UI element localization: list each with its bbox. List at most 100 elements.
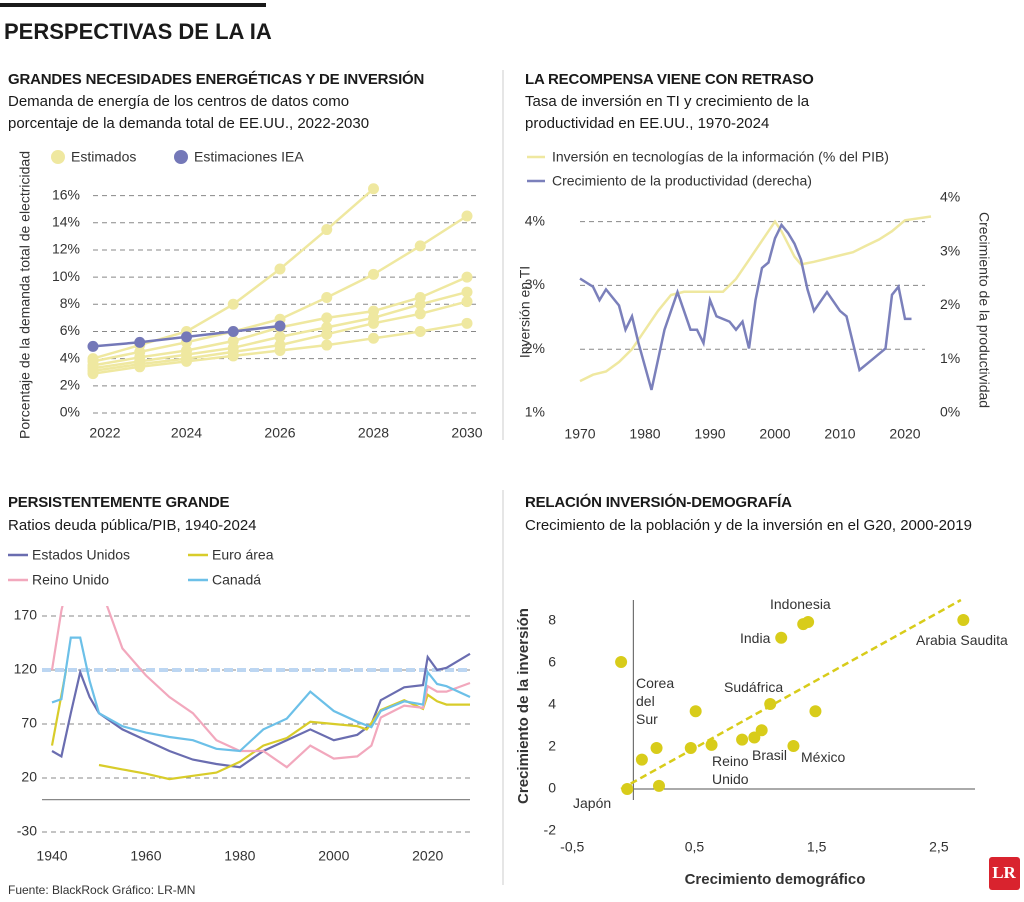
legend-label: Crecimiento de la productividad (derecha… (552, 173, 812, 189)
y2-tick-label: 2% (940, 296, 960, 312)
point-label: Reino Unido (712, 753, 749, 787)
chart-subtitle: Ratios deuda pública/PIB, 1940-2024 (8, 517, 257, 534)
point (650, 742, 663, 755)
point (461, 271, 473, 283)
point (764, 697, 777, 710)
x-tick-label: 1990 (694, 426, 725, 442)
y-tick-label: 0 (548, 780, 556, 796)
y-tick-label: 6% (60, 322, 80, 338)
x-tick-label: 2020 (889, 426, 920, 442)
x-tick-label: 2028 (358, 425, 389, 441)
point (368, 268, 379, 280)
point (635, 753, 648, 766)
legend-label: Estimados (71, 149, 136, 165)
x-tick-label: 2,5 (929, 839, 949, 855)
y-tick-label: 0% (60, 404, 80, 420)
point (787, 739, 800, 752)
x-tick-label: 1980 (629, 426, 660, 442)
legend-label: Estados Unidos (32, 547, 130, 563)
chart-title: PERSISTENTEMENTE GRANDE (8, 494, 230, 511)
y-tick-label: 70 (21, 715, 37, 731)
point-label: Arabia Saudita (916, 632, 1008, 648)
point (736, 733, 749, 746)
y-tick-label: 2% (525, 340, 545, 356)
x-tick-label: 1960 (130, 848, 161, 864)
y-tick-label: 2% (60, 377, 80, 393)
point (809, 705, 822, 718)
point (461, 317, 473, 329)
point (274, 263, 286, 275)
point-label: México (801, 749, 846, 765)
chart-subtitle: Crecimiento de la población y de la inve… (525, 517, 972, 534)
chart-title: LA RECOMPENSA VIENE CON RETRASO (525, 71, 814, 88)
x-tick-label: 1980 (224, 848, 255, 864)
point (461, 296, 473, 308)
y-tick-label: 170 (14, 607, 38, 623)
y-tick-label: 20 (21, 769, 37, 785)
point (621, 783, 634, 795)
y-tick-label: 14% (52, 213, 80, 229)
x-tick-label: 2000 (318, 848, 349, 864)
point (775, 631, 788, 644)
point (227, 298, 239, 310)
point (368, 317, 379, 329)
chart-title: RELACIÓN INVERSIÓN-DEMOGRAFÍA (525, 494, 792, 511)
point (755, 724, 768, 737)
y2-tick-label: 4% (940, 189, 960, 205)
chart-subtitle: Demanda de energía de los centros de dat… (8, 93, 370, 132)
x-tick-label: 2026 (264, 425, 295, 441)
y-tick-label: -2 (544, 822, 557, 838)
point (181, 331, 192, 343)
y-tick-label: 120 (14, 661, 38, 677)
y-tick-label: 1% (525, 404, 545, 420)
y-tick-label: 2 (548, 738, 556, 754)
x-tick-label: 2010 (824, 426, 855, 442)
plot-area (50, 606, 471, 781)
point (414, 298, 426, 310)
point (748, 731, 761, 744)
point (368, 332, 379, 344)
x-tick-label: 2024 (171, 425, 202, 441)
x-axis-label: Crecimiento demográfico (685, 871, 866, 888)
legend-label: Euro área (212, 547, 274, 563)
point-label: India (740, 630, 771, 646)
point (414, 240, 426, 252)
point-label: Indonesia (770, 596, 831, 612)
point-label: Japón (573, 795, 612, 811)
point (274, 320, 286, 332)
point (227, 350, 239, 362)
x-tick-label: 0,5 (685, 839, 705, 855)
x-tick-label: 2022 (89, 425, 120, 441)
y-axis-label: Porcentaje de la demanda total de electr… (17, 151, 33, 439)
point (414, 308, 426, 320)
point (802, 616, 815, 629)
source: Fuente: BlackRock Gráfico: LR-MN (8, 883, 195, 897)
point (689, 705, 702, 718)
page-title: PERSPECTIVAS DE LA IA (4, 19, 272, 44)
header-bar (0, 3, 266, 7)
point (274, 331, 286, 343)
y-axis-label: Inversión en TI (517, 266, 533, 358)
y-tick-label: 16% (52, 186, 80, 202)
y2-tick-label: 3% (940, 242, 960, 258)
y2-tick-label: 0% (940, 404, 960, 420)
x-tick-label: 1940 (36, 848, 67, 864)
y-tick-label: 8 (548, 612, 556, 628)
legend-marker (174, 150, 188, 164)
legend-label: Canadá (212, 572, 261, 588)
point (461, 210, 473, 222)
y-tick-label: 10% (52, 268, 80, 284)
x-tick-label: 2020 (412, 848, 443, 864)
y-tick-label: 4% (525, 212, 545, 228)
y-tick-label: 3% (525, 276, 545, 292)
point (321, 224, 333, 236)
point (321, 312, 333, 324)
x-tick-label: 2000 (759, 426, 790, 442)
point (87, 340, 99, 352)
point (615, 655, 628, 668)
point (227, 325, 239, 337)
point (134, 336, 146, 348)
x-tick-label: 1,5 (807, 839, 827, 855)
y-tick-label: 6 (548, 654, 556, 670)
line (51, 636, 471, 753)
